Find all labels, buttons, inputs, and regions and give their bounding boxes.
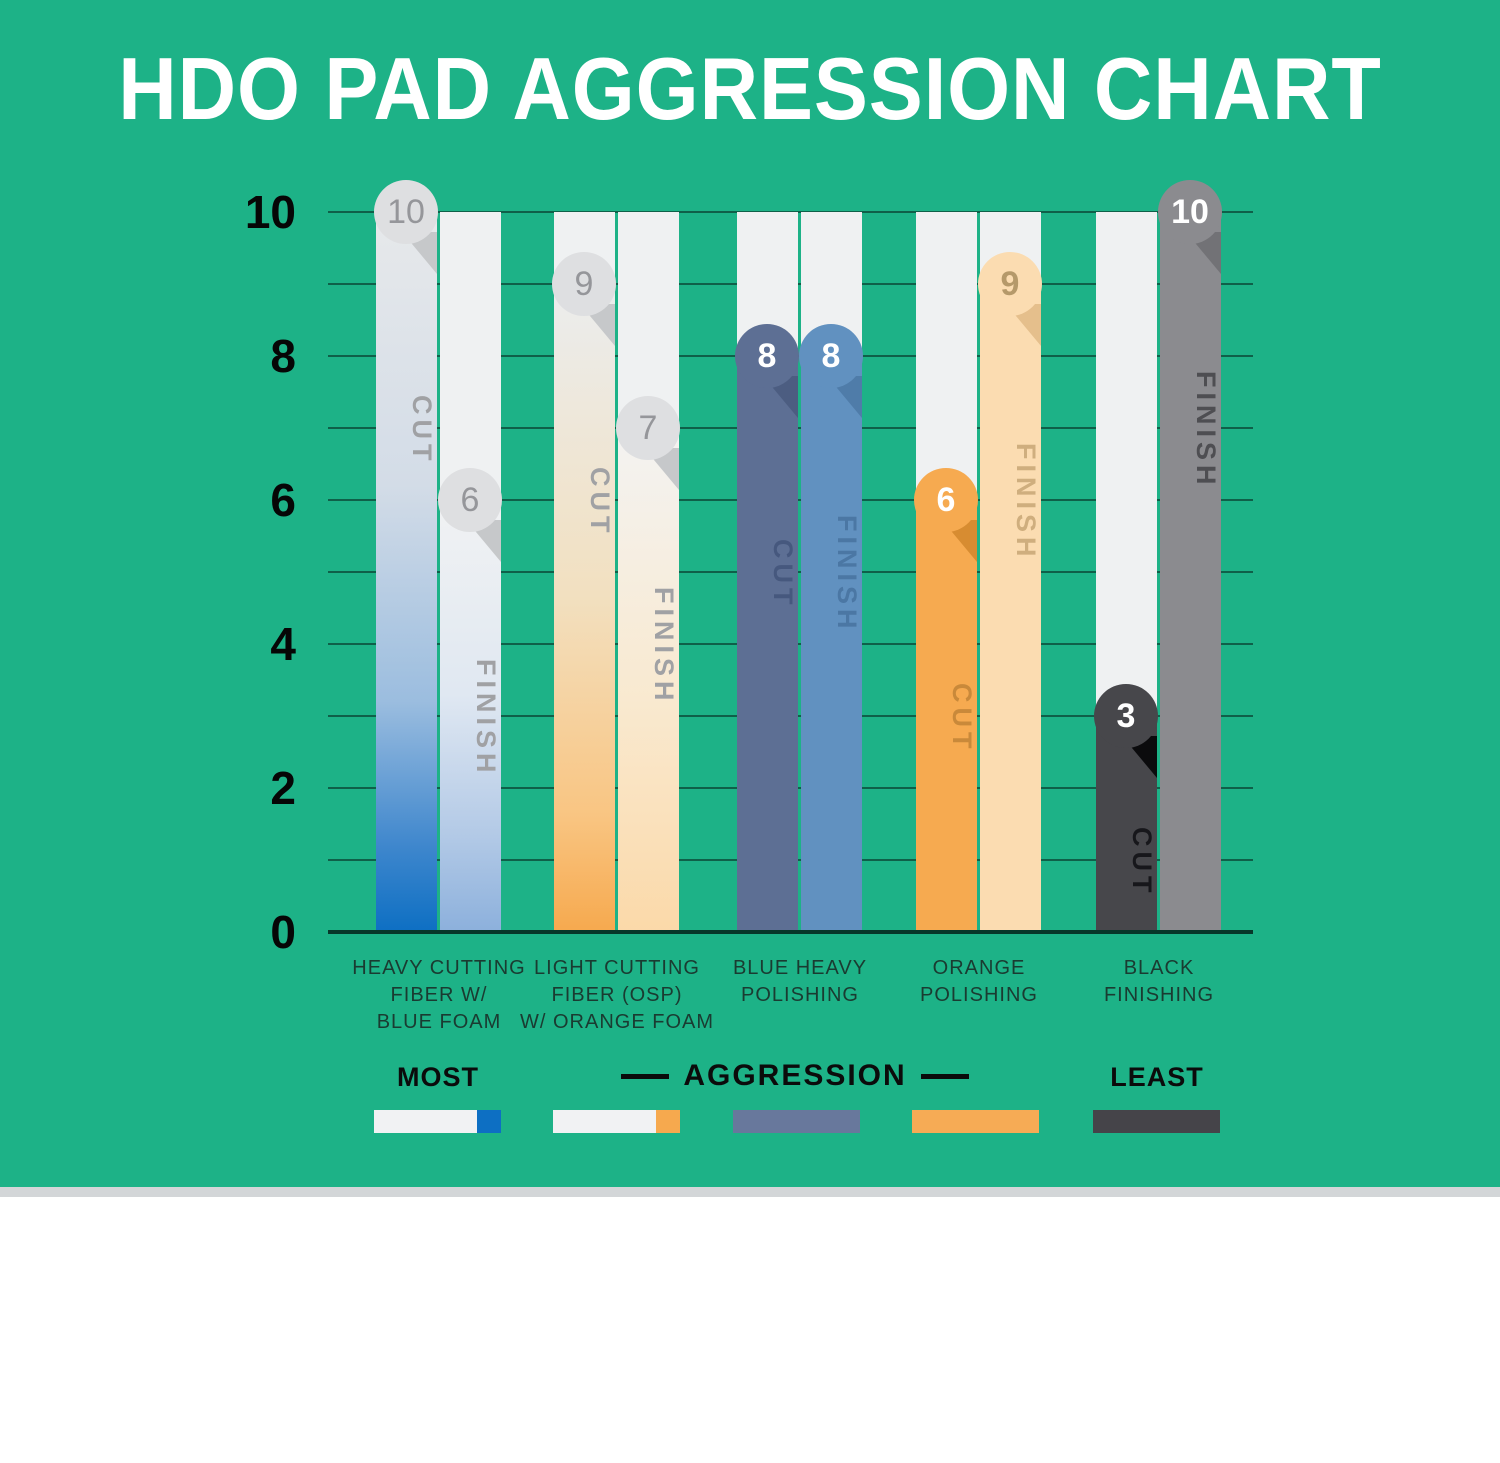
value-badge-orange-polishing-finish: 9 <box>978 252 1042 316</box>
section-divider <box>0 1187 1500 1197</box>
swatch-orange-polishing <box>912 1110 1039 1133</box>
series-label-light-cutting-fiber-osp-orange-foam-finish: FINISH <box>649 586 679 706</box>
series-label-orange-polishing-finish: FINISH <box>1011 442 1041 562</box>
series-label-black-finishing-finish: FINISH <box>1191 370 1221 490</box>
value-badge-orange-polishing-cut: 6 <box>914 468 978 532</box>
value-badge-black-finishing-cut: 3 <box>1094 684 1158 748</box>
swatch-blue-polishing <box>733 1110 860 1133</box>
bar-fill-orange-polishing-finish <box>980 284 1041 932</box>
bar-fill-light-cutting-fiber-osp-orange-foam-cut <box>554 284 615 932</box>
footer-section: RECOMMENDED FOR RANDOM ORBITAL DUAL-ACTI… <box>0 1197 1500 1463</box>
y-axis-label-8: 8 <box>270 330 296 382</box>
swatch-heavy-cutting-tip <box>477 1110 501 1133</box>
value-badge-light-cutting-fiber-osp-orange-foam-cut: 9 <box>552 252 616 316</box>
y-axis-label-6: 6 <box>270 474 296 526</box>
value-badge-light-cutting-fiber-osp-orange-foam-finish: 7 <box>616 396 680 460</box>
series-label-heavy-cutting-fiber-blue-foam-cut: CUT <box>407 394 437 466</box>
category-label-blue-heavy-polishing: BLUE HEAVY POLISHING <box>732 957 868 1006</box>
series-label-heavy-cutting-fiber-blue-foam-finish: FINISH <box>471 658 501 778</box>
series-label-black-finishing-cut: CUT <box>1127 826 1157 898</box>
legend-dash-left <box>621 1073 670 1079</box>
bar-fill-blue-heavy-polishing-finish <box>801 356 862 932</box>
legend-least-label: LEAST <box>1110 1062 1204 1092</box>
bar-fill-heavy-cutting-fiber-blue-foam-cut <box>376 212 437 932</box>
y-axis-label-0: 0 <box>270 906 296 958</box>
swatch-black-finishing <box>1093 1110 1220 1133</box>
category-label-orange-polishing: ORANGE POLISHING <box>920 957 1038 1006</box>
series-label-orange-polishing-cut: CUT <box>947 682 977 754</box>
series-label-blue-heavy-polishing-cut: CUT <box>768 538 798 610</box>
category-label-heavy-cutting-fiber-blue-foam: HEAVY CUTTING FIBER W/ BLUE FOAM <box>352 957 526 1033</box>
category-label-black-finishing: BLACK FINISHING <box>1103 957 1215 1006</box>
series-label-blue-heavy-polishing-finish: FINISH <box>832 514 862 634</box>
bar-fill-orange-polishing-cut <box>916 500 977 932</box>
bar-fill-black-finishing-finish <box>1160 212 1221 932</box>
chart-background: HDO PAD AGGRESSION CHART 10 8 6 4 2 0 10 CUT 6 FI… <box>0 0 1500 1187</box>
y-axis-label-2: 2 <box>270 762 296 814</box>
legend-aggression-label: AGGRESSION <box>683 1059 907 1092</box>
swatch-heavy-cutting <box>374 1110 501 1133</box>
page-title: HDO PAD AGGRESSION CHART <box>118 39 1382 138</box>
swatch-light-cutting-tip <box>656 1110 680 1133</box>
x-axis-baseline <box>328 930 1253 934</box>
legend-dash-right <box>920 1073 969 1079</box>
legend-aggression: AGGRESSION <box>495 1058 1095 1094</box>
category-label-light-cutting-fiber-osp-orange-foam: LIGHT CUTTING FIBER (OSP) W/ ORANGE FOAM <box>520 957 714 1033</box>
y-axis-label-10: 10 <box>244 186 296 238</box>
bar-fill-blue-heavy-polishing-cut <box>737 356 798 932</box>
y-axis-label-4: 4 <box>270 618 296 670</box>
value-badge-heavy-cutting-fiber-blue-foam-cut: 10 <box>374 180 438 244</box>
bar-fill-heavy-cutting-fiber-blue-foam-finish <box>440 500 501 932</box>
value-badge-black-finishing-finish: 10 <box>1158 180 1222 244</box>
swatch-light-cutting <box>553 1110 680 1133</box>
value-badge-heavy-cutting-fiber-blue-foam-finish: 6 <box>438 468 502 532</box>
value-badge-blue-heavy-polishing-cut: 8 <box>735 324 799 388</box>
bar-fill-light-cutting-fiber-osp-orange-foam-finish <box>618 428 679 932</box>
value-badge-blue-heavy-polishing-finish: 8 <box>799 324 863 388</box>
legend-most-label: MOST <box>397 1062 479 1092</box>
series-label-light-cutting-fiber-osp-orange-foam-cut: CUT <box>585 466 615 538</box>
